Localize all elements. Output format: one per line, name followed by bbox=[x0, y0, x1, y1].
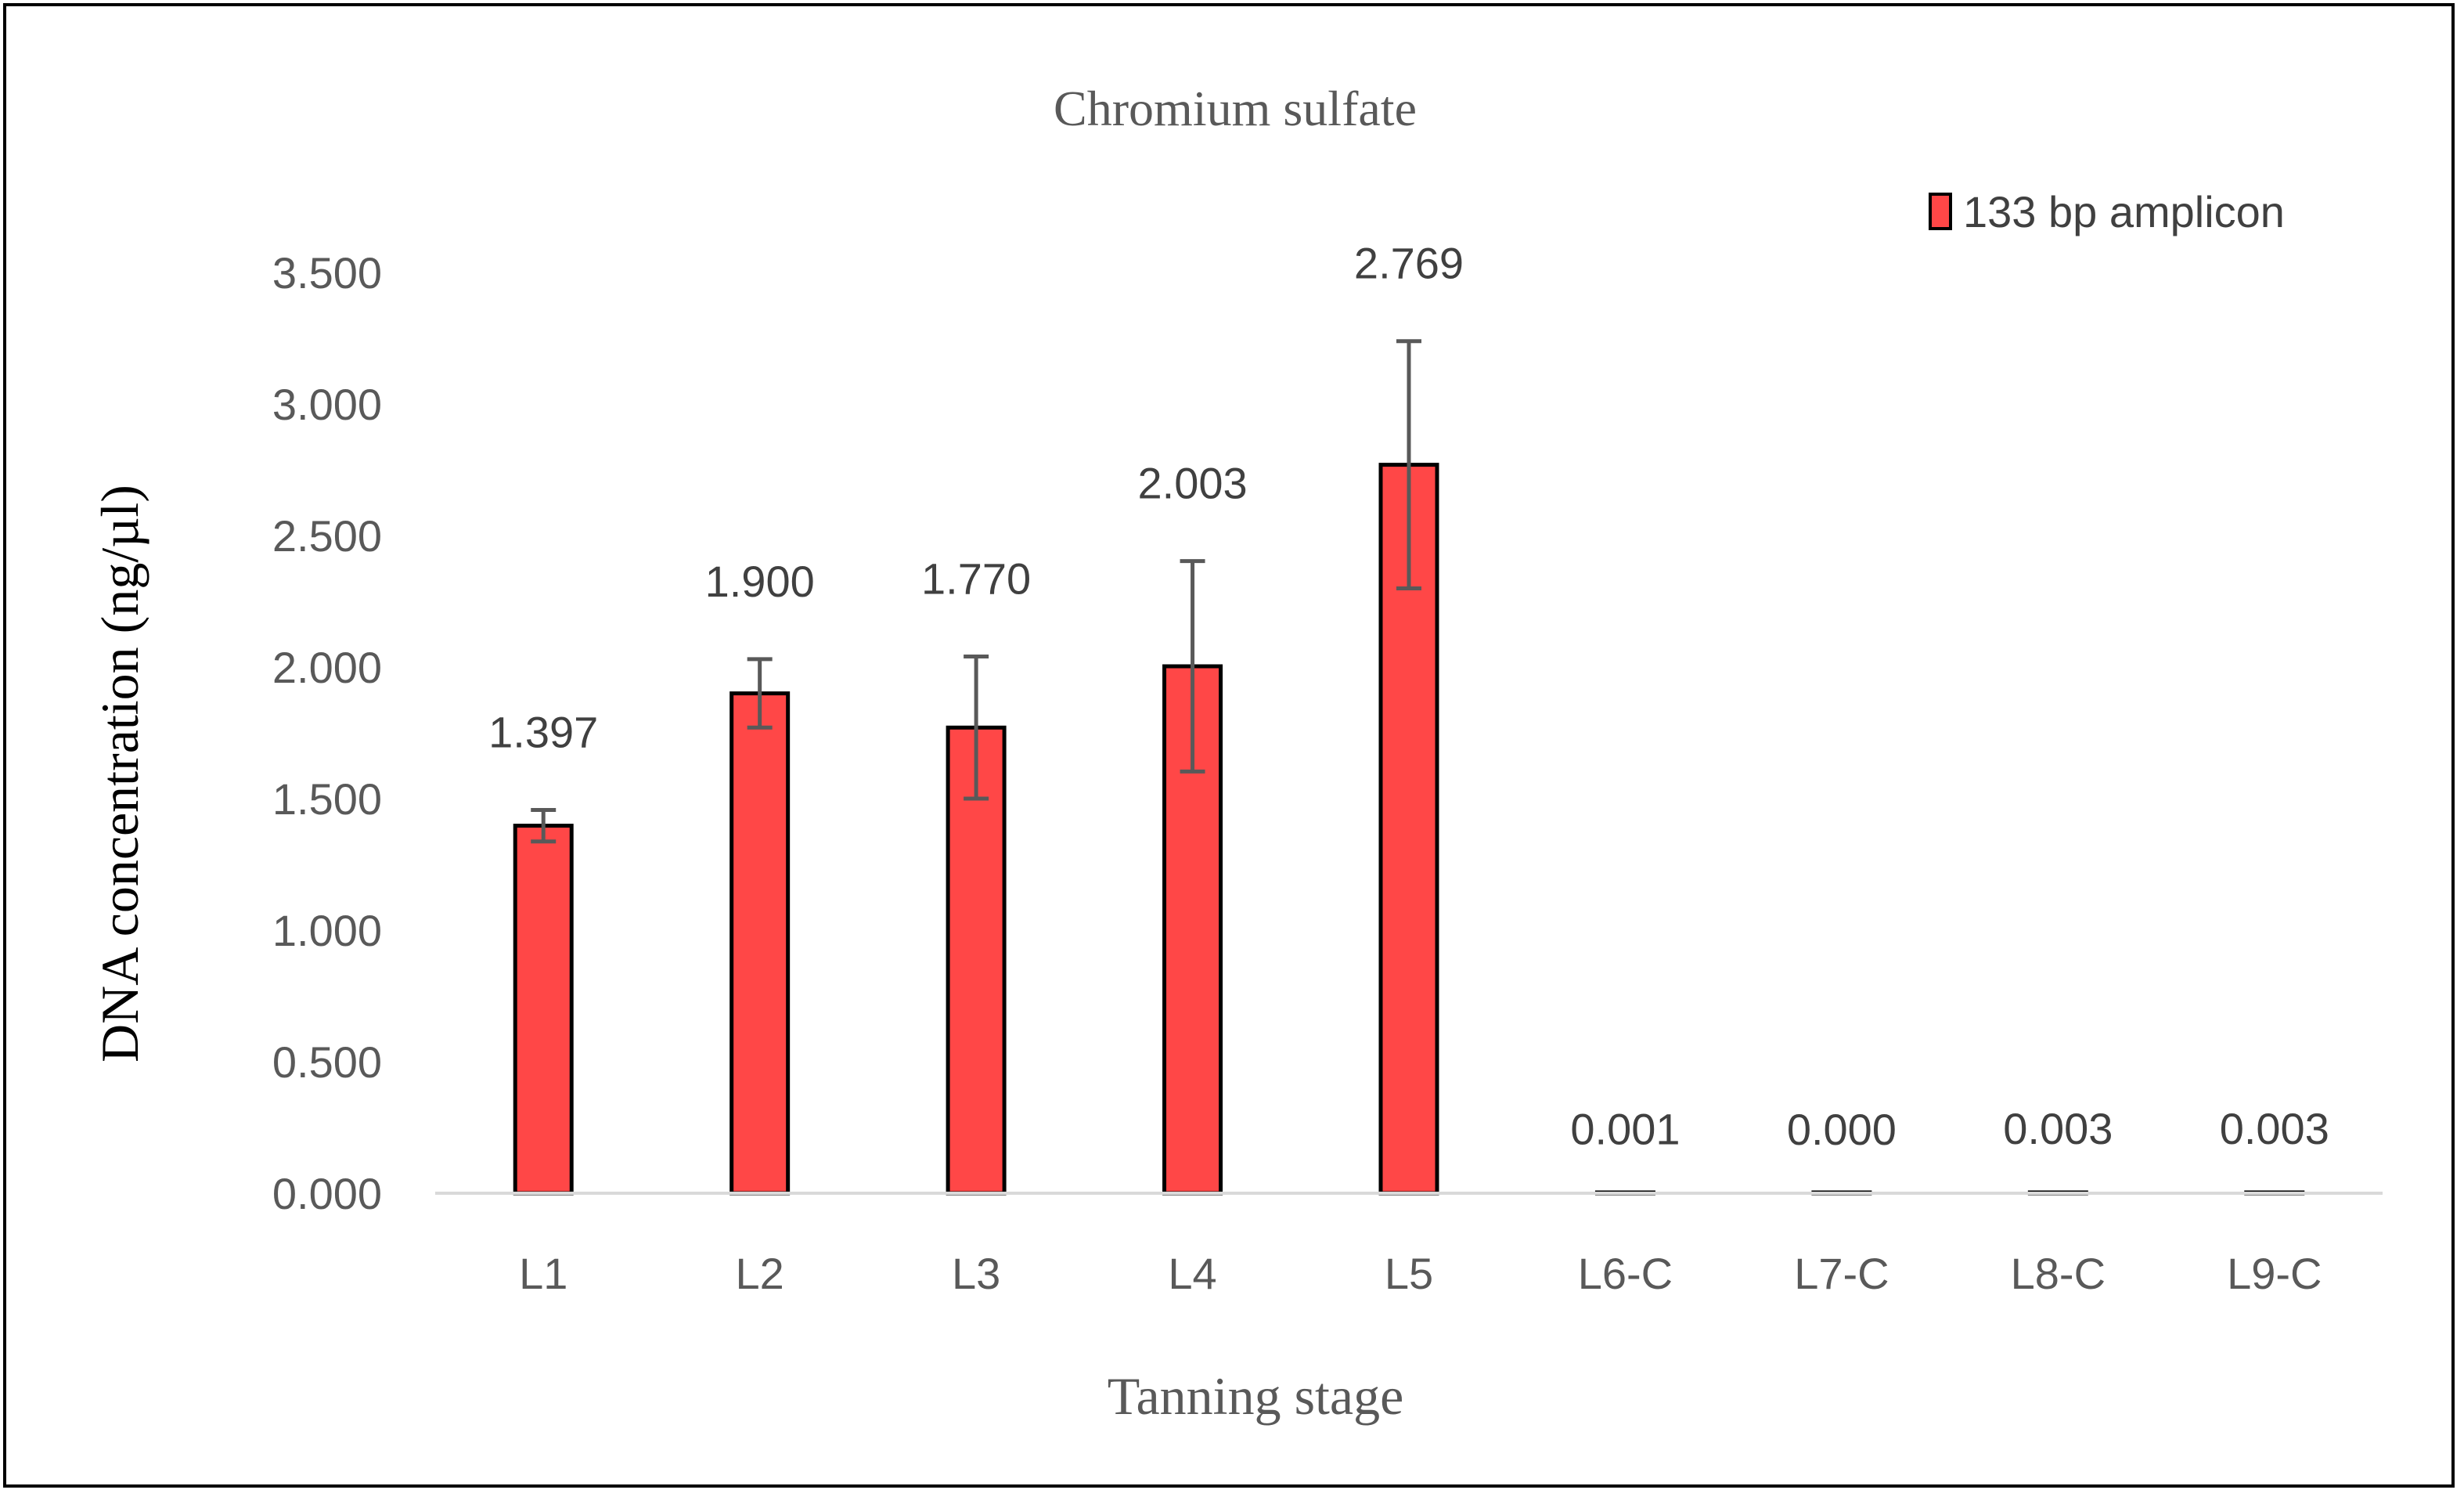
data-label: 0.003 bbox=[2003, 1104, 2113, 1153]
y-tick-label: 1.000 bbox=[272, 906, 382, 955]
y-tick-label: 0.500 bbox=[272, 1037, 382, 1087]
chart-title: Chromium sulfate bbox=[1054, 81, 1417, 136]
y-tick-label: 2.500 bbox=[272, 511, 382, 561]
x-tick-label: L7-C bbox=[1794, 1249, 1889, 1298]
data-label: 0.000 bbox=[1787, 1105, 1897, 1154]
x-tick-label: L5 bbox=[1385, 1249, 1433, 1298]
data-label: 1.397 bbox=[488, 707, 598, 756]
x-axis-label: Tanning stage bbox=[1108, 1366, 1404, 1426]
data-label: 0.001 bbox=[1570, 1105, 1680, 1154]
x-tick-label: L2 bbox=[736, 1249, 784, 1298]
x-tick-label: L3 bbox=[952, 1249, 1000, 1298]
data-label: 0.003 bbox=[2220, 1104, 2329, 1153]
x-tick-label: L4 bbox=[1168, 1249, 1216, 1298]
data-label: 2.769 bbox=[1354, 239, 1464, 288]
x-tick-label: L8-C bbox=[2011, 1249, 2106, 1298]
x-tick-label: L9-C bbox=[2227, 1249, 2322, 1298]
legend-label: 133 bp amplicon bbox=[1963, 187, 2285, 236]
data-label: 1.900 bbox=[705, 557, 815, 606]
y-tick-label: 2.000 bbox=[272, 643, 382, 692]
bar bbox=[513, 824, 574, 1196]
data-label: 1.770 bbox=[921, 554, 1031, 604]
bar-chart: Chromium sulfate DNA concentration (ng/µ… bbox=[90, 81, 2383, 1426]
y-axis-label: DNA concentration (ng/µl) bbox=[90, 485, 149, 1062]
error-bars bbox=[531, 339, 1421, 844]
y-tick-label: 3.500 bbox=[272, 248, 382, 298]
legend-swatch bbox=[1929, 193, 1952, 230]
legend: 133 bp amplicon bbox=[1929, 187, 2285, 236]
y-tick-label: 0.000 bbox=[272, 1169, 382, 1218]
data-label: 2.003 bbox=[1137, 459, 1247, 508]
bar bbox=[729, 691, 791, 1196]
x-tick-label: L1 bbox=[519, 1249, 567, 1298]
y-tick-label: 1.500 bbox=[272, 774, 382, 824]
x-axis-ticks: L1 L2 L3 L4 L5 L6-C L7-C L8-C L9-C bbox=[519, 1249, 2322, 1298]
y-axis-ticks: 0.000 0.500 1.000 1.500 2.000 2.500 3.000 3.500 bbox=[272, 248, 382, 1218]
chart-frame: Chromium sulfate DNA concentration (ng/µ… bbox=[3, 3, 2455, 1488]
bar bbox=[1162, 664, 1223, 1196]
x-tick-label: L6-C bbox=[1578, 1249, 1673, 1298]
data-labels: 1.397 1.900 1.770 2.003 2.769 0.001 0.000 0.003… bbox=[488, 239, 2329, 1154]
y-tick-label: 3.000 bbox=[272, 380, 382, 429]
